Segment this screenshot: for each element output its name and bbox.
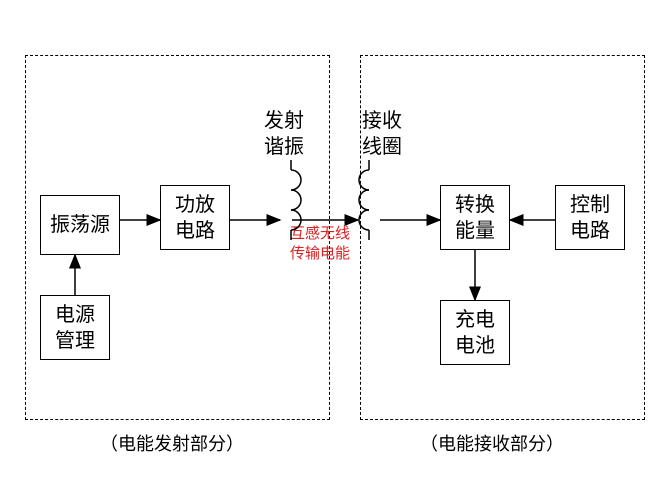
rx-coil-label: 接收 线圈 [362, 108, 402, 160]
power-mgmt-block: 电源 管理 [40, 295, 110, 360]
amplifier-label: 功放 电路 [175, 192, 215, 244]
power-mgmt-label: 电源 管理 [55, 302, 95, 354]
converter-block: 转换 能量 [440, 185, 510, 250]
mutual-inductance-label: 互感无线 传输电能 [290, 225, 350, 264]
battery-block: 充电 电池 [440, 300, 510, 365]
tx-coil-label: 发射 谐振 [264, 108, 304, 160]
oscillator-block: 振荡源 [40, 195, 120, 255]
oscillator-label: 振荡源 [50, 212, 110, 238]
control-block: 控制 电路 [555, 185, 625, 250]
converter-label: 转换 能量 [455, 192, 495, 244]
amplifier-block: 功放 电路 [160, 185, 230, 250]
rx-caption: （电能接收部分） [420, 430, 564, 456]
tx-caption: （电能发射部分） [100, 430, 244, 456]
control-label: 控制 电路 [570, 192, 610, 244]
battery-label: 充电 电池 [455, 307, 495, 359]
